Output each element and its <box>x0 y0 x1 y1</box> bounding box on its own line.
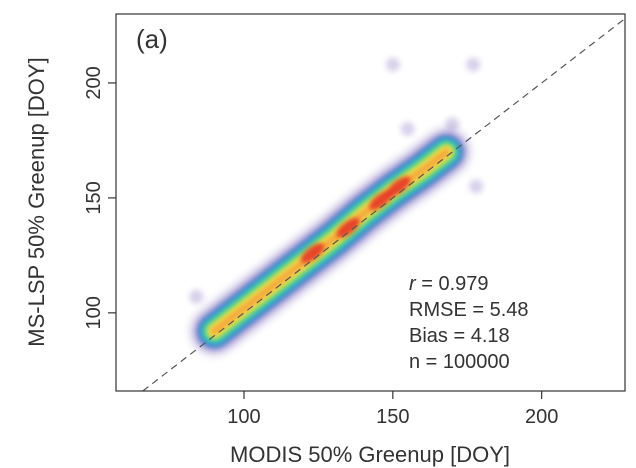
outlier-point-3 <box>189 289 204 304</box>
x-tick-label-1: 150 <box>376 406 409 428</box>
outlier-point-1 <box>466 57 481 72</box>
stat-r-symbol: r <box>409 273 417 295</box>
density-band-6 <box>210 147 451 336</box>
stat-rmse: RMSE = 5.48 <box>409 299 529 321</box>
stat-n: n = 100000 <box>409 351 510 373</box>
y-tick-label-0: 100 <box>83 296 105 329</box>
density-peak-0 <box>300 243 325 263</box>
y-axis-ticks: 100 150 200 <box>83 66 116 330</box>
outlier-point-0 <box>385 57 400 72</box>
density-cloud <box>191 128 470 355</box>
plot-frame <box>115 13 626 392</box>
x-axis-ticks: 100 150 200 <box>227 391 558 428</box>
density-peak-2 <box>369 190 393 211</box>
stat-r-value: = 0.979 <box>416 273 489 295</box>
y-tick-label-1: 150 <box>83 181 105 214</box>
stat-bias: Bias = 4.18 <box>409 325 510 347</box>
density-peak-3 <box>387 176 411 197</box>
x-tick-label-2: 200 <box>525 406 558 428</box>
one-to-one-line <box>142 18 625 391</box>
outlier-point-5 <box>445 117 460 132</box>
outlier-point-4 <box>400 121 415 136</box>
stats-annotation: r = 0.979 RMSE = 5.48 Bias = 4.18 n = 10… <box>409 273 529 373</box>
y-axis-label: MS-LSP 50% Greenup [DOY] <box>24 57 49 346</box>
outlier-point-2 <box>469 179 484 194</box>
outlier-points <box>189 57 484 304</box>
y-tick-label-2: 200 <box>83 66 105 99</box>
panel-label: (a) <box>136 24 168 54</box>
x-tick-label-0: 100 <box>227 406 260 428</box>
density-peak-1 <box>336 217 360 238</box>
stat-r: r = 0.979 <box>409 273 489 295</box>
x-axis-label: MODIS 50% Greenup [DOY] <box>230 442 510 467</box>
